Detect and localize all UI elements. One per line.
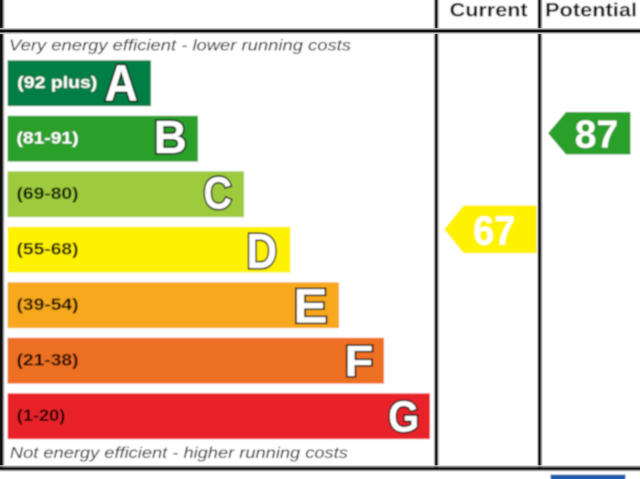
svg-text:(81-91): (81-91) <box>17 129 79 148</box>
svg-text:A: A <box>105 54 138 111</box>
svg-text:B: B <box>154 111 187 163</box>
svg-text:87: 87 <box>575 114 618 157</box>
svg-text:(21-38): (21-38) <box>17 351 79 370</box>
svg-text:(39-54): (39-54) <box>17 295 79 314</box>
svg-text:(1-20): (1-20) <box>17 406 65 425</box>
svg-text:67: 67 <box>473 207 515 253</box>
svg-text:Potential: Potential <box>545 1 637 22</box>
svg-text:Very energy efficient - lower: Very energy efficient - lower running co… <box>9 37 351 54</box>
svg-text:G: G <box>388 392 419 441</box>
svg-text:Not energy efficient - higher: Not energy efficient - higher running co… <box>10 445 348 462</box>
svg-text:E: E <box>293 281 327 334</box>
svg-text:D: D <box>246 225 277 279</box>
svg-text:(69-80): (69-80) <box>17 184 79 203</box>
svg-text:F: F <box>345 337 374 386</box>
svg-text:(55-68): (55-68) <box>17 240 79 259</box>
svg-text:Current: Current <box>450 1 529 22</box>
svg-text:C: C <box>203 168 232 219</box>
svg-text:(92 plus): (92 plus) <box>17 73 97 92</box>
